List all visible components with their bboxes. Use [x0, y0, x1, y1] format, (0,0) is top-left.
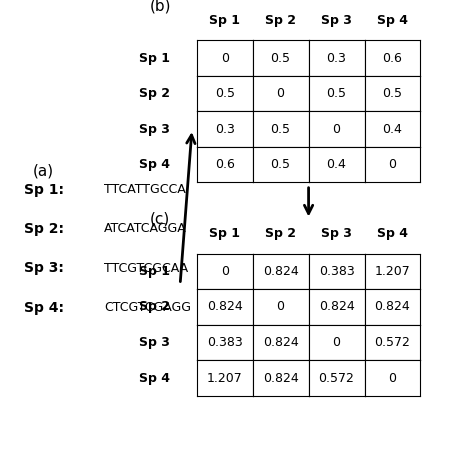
Text: Sp 2: Sp 2: [265, 14, 296, 27]
Text: 0.3: 0.3: [327, 52, 346, 64]
Text: 0: 0: [333, 123, 340, 136]
Text: 0: 0: [221, 52, 228, 64]
Text: 0.383: 0.383: [207, 336, 243, 349]
Text: Sp 1: Sp 1: [138, 265, 170, 278]
Text: Sp 4: Sp 4: [138, 158, 170, 171]
Text: 0.5: 0.5: [327, 87, 346, 100]
Text: Sp 1:: Sp 1:: [24, 182, 64, 197]
Text: TTCATTGCCA: TTCATTGCCA: [104, 183, 186, 196]
Text: 0.824: 0.824: [319, 301, 355, 313]
Text: Sp 4: Sp 4: [138, 372, 170, 384]
Text: 0: 0: [277, 87, 284, 100]
Text: 1.207: 1.207: [207, 372, 243, 384]
Text: Sp 2:: Sp 2:: [24, 222, 64, 236]
Text: Sp 2: Sp 2: [138, 87, 170, 100]
Text: ATCATCAGGA: ATCATCAGGA: [104, 222, 187, 236]
Text: Sp 4: Sp 4: [377, 14, 408, 27]
Text: 0.824: 0.824: [207, 301, 243, 313]
Text: TTCGTCGCAA: TTCGTCGCAA: [104, 262, 188, 275]
Text: 0.3: 0.3: [215, 123, 235, 136]
Text: Sp 1: Sp 1: [138, 52, 170, 64]
Text: Sp 3: Sp 3: [138, 123, 170, 136]
Text: 0.5: 0.5: [215, 87, 235, 100]
Text: 0.4: 0.4: [327, 158, 346, 171]
Text: 0.5: 0.5: [383, 87, 402, 100]
Text: 0: 0: [277, 301, 284, 313]
Text: (a): (a): [33, 163, 55, 178]
Text: Sp 4:: Sp 4:: [24, 301, 64, 315]
Text: 0.572: 0.572: [374, 336, 410, 349]
Text: 0.6: 0.6: [215, 158, 235, 171]
Text: Sp 2: Sp 2: [138, 301, 170, 313]
Text: Sp 3: Sp 3: [321, 14, 352, 27]
Text: 0.4: 0.4: [383, 123, 402, 136]
Text: (c): (c): [149, 212, 170, 227]
Text: 0: 0: [389, 372, 396, 384]
Text: (b): (b): [149, 0, 171, 14]
Text: 0.824: 0.824: [263, 372, 299, 384]
Text: 0.6: 0.6: [383, 52, 402, 64]
Text: 0: 0: [221, 265, 228, 278]
Text: 1.207: 1.207: [374, 265, 410, 278]
Text: Sp 3: Sp 3: [138, 336, 170, 349]
Text: 0: 0: [333, 336, 340, 349]
Text: 0.5: 0.5: [271, 52, 291, 64]
Text: Sp 1: Sp 1: [209, 14, 240, 27]
Text: Sp 3: Sp 3: [321, 227, 352, 240]
Text: 0.5: 0.5: [271, 158, 291, 171]
Text: Sp 1: Sp 1: [209, 227, 240, 240]
Text: 0: 0: [389, 158, 396, 171]
Text: 0.383: 0.383: [319, 265, 355, 278]
Text: 0.5: 0.5: [271, 123, 291, 136]
Text: CTCGTCGAGG: CTCGTCGAGG: [104, 301, 191, 314]
Text: 0.824: 0.824: [263, 265, 299, 278]
Text: 0.572: 0.572: [319, 372, 355, 384]
Text: 0.824: 0.824: [374, 301, 410, 313]
Text: Sp 3:: Sp 3:: [24, 261, 64, 275]
Text: Sp 4: Sp 4: [377, 227, 408, 240]
Text: 0.824: 0.824: [263, 336, 299, 349]
Text: Sp 2: Sp 2: [265, 227, 296, 240]
